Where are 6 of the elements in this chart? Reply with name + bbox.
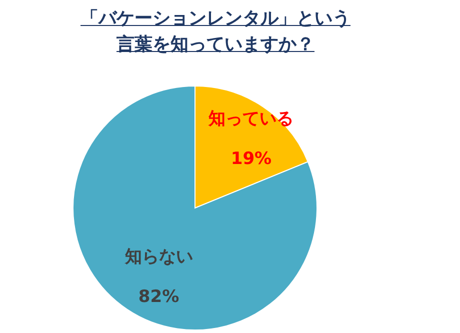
pie-slice	[72, 86, 318, 330]
slice-label: 知っている	[208, 109, 294, 130]
slice-label: 知らない	[124, 246, 193, 267]
chart-title: 「バケーションレンタル」という言葉を知っていますか？	[80, 7, 352, 57]
data-label: 82%	[138, 286, 180, 307]
data-label: 19%	[230, 149, 272, 170]
